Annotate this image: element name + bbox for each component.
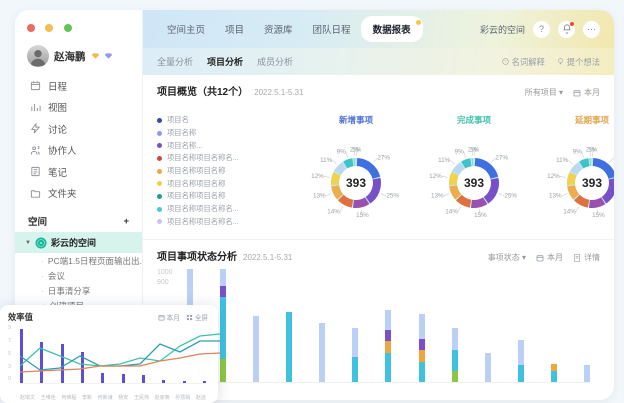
- svg-text:25%: 25%: [386, 193, 399, 200]
- svg-text:12%: 12%: [311, 173, 324, 180]
- svg-text:9%: 9%: [337, 148, 347, 155]
- svg-text:12%: 12%: [547, 173, 560, 180]
- svg-text:15%: 15%: [356, 212, 369, 219]
- svg-text:13%: 13%: [549, 193, 562, 200]
- svg-text:12%: 12%: [429, 173, 442, 180]
- svg-text:393: 393: [582, 176, 602, 190]
- svg-text:14%: 14%: [445, 208, 458, 215]
- svg-text:9%: 9%: [573, 148, 583, 155]
- svg-text:14%: 14%: [563, 208, 576, 215]
- svg-text:2%: 2%: [350, 147, 360, 154]
- svg-text:25%: 25%: [504, 193, 517, 200]
- svg-text:393: 393: [464, 176, 484, 190]
- svg-text:2%: 2%: [468, 147, 478, 154]
- svg-text:9%: 9%: [455, 148, 465, 155]
- svg-text:11%: 11%: [438, 157, 451, 164]
- svg-text:11%: 11%: [320, 157, 333, 164]
- svg-text:?: ?: [504, 60, 506, 64]
- svg-text:2%: 2%: [586, 147, 596, 154]
- svg-text:15%: 15%: [474, 212, 487, 219]
- svg-text:15%: 15%: [592, 212, 605, 219]
- svg-text:14%: 14%: [327, 208, 340, 215]
- svg-text:393: 393: [346, 176, 366, 190]
- svg-text:13%: 13%: [431, 193, 444, 200]
- svg-text:27%: 27%: [613, 155, 614, 162]
- svg-text:27%: 27%: [495, 155, 508, 162]
- svg-text:27%: 27%: [377, 155, 390, 162]
- svg-text:13%: 13%: [313, 193, 326, 200]
- svg-text:11%: 11%: [556, 157, 569, 164]
